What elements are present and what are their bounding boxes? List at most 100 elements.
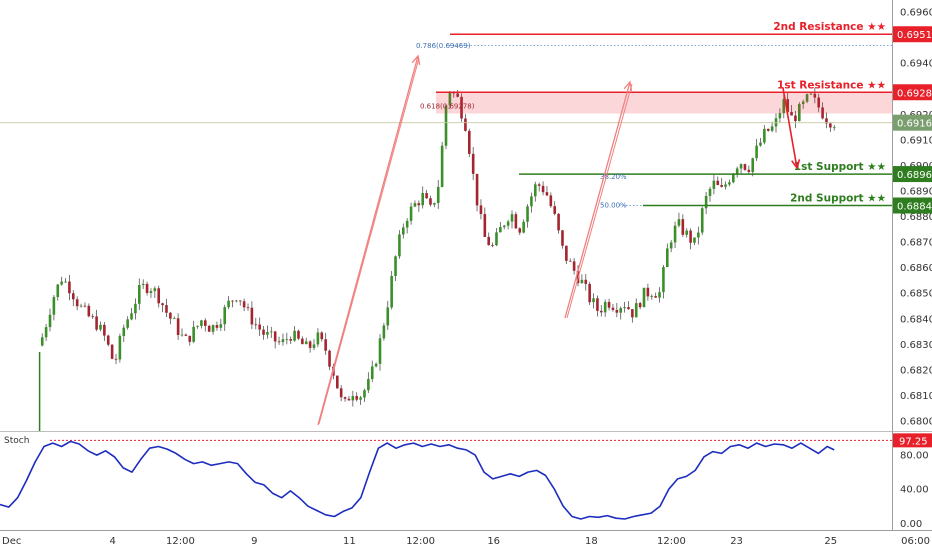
drop-arrow-head (791, 159, 801, 170)
candle-body (83, 305, 87, 307)
candle-body (405, 220, 409, 228)
candle-body (169, 312, 172, 319)
candle-body (254, 324, 258, 326)
candle-body (87, 305, 91, 317)
candle-body (153, 288, 157, 292)
candle-body (584, 279, 588, 284)
2nd-support-price-tag: 0.68843 (897, 202, 932, 213)
candle-body (176, 318, 180, 335)
candle-body (805, 94, 809, 102)
time-tick-label: 12:00 (406, 536, 435, 547)
candle-body (623, 307, 626, 309)
candle-body (246, 307, 250, 309)
candle-body (611, 307, 615, 310)
candle-body (829, 123, 832, 128)
time-tick-label: 12:00 (657, 536, 686, 547)
candle-body (460, 96, 463, 119)
price-axis[interactable]: 0.696000.695000.694000.693000.692000.691… (892, 0, 932, 530)
candle-body (817, 97, 821, 108)
candle-body (809, 93, 813, 95)
candle-body (794, 115, 797, 122)
candle-body (48, 314, 52, 328)
candle-body (250, 307, 254, 325)
candle-body (281, 339, 285, 343)
candle-body (832, 127, 836, 129)
candle-body (634, 303, 638, 318)
rally-arrow-shaft (317, 55, 419, 426)
candle-body (425, 193, 428, 199)
stochastic-series (0, 439, 892, 520)
candle-body (308, 341, 312, 348)
candle-body (110, 344, 114, 359)
candle-body (487, 236, 491, 246)
candle-body (242, 301, 246, 308)
candle-body (273, 331, 277, 342)
candle-body (801, 101, 805, 105)
candle-body (514, 214, 518, 229)
candle-body (813, 93, 817, 98)
candle-body (378, 338, 382, 364)
candle-body (374, 363, 378, 367)
candle-body (401, 227, 405, 235)
candle-body (134, 303, 137, 314)
candle-body (347, 398, 351, 401)
candle-body (631, 309, 634, 318)
candle-body (499, 227, 502, 233)
candle-body (64, 281, 67, 283)
candle-body (289, 339, 293, 341)
drop-arrow-shaft (782, 87, 798, 169)
candle-body (114, 358, 118, 360)
candle-body (825, 118, 828, 124)
candle-body (180, 334, 184, 336)
candle-body (421, 193, 425, 206)
candle-body (184, 334, 188, 336)
candle-body (301, 338, 304, 345)
candle-body (491, 245, 494, 246)
candle-body (658, 292, 661, 298)
stoch-label: Stoch (4, 436, 29, 446)
candle-body (650, 296, 654, 297)
candle-body (238, 300, 242, 302)
candle-body (103, 324, 106, 336)
candle-body (316, 332, 320, 345)
candle-body (367, 379, 370, 391)
price-panel: 2nd Resistance ★★ 1st Resistance ★★ 1st Su… (0, 21, 892, 432)
candle-body (258, 324, 261, 330)
candle-body (642, 287, 646, 308)
candle-body (821, 107, 824, 119)
1st-support-price-tag: 0.68966 (897, 170, 932, 181)
candle-body (475, 173, 479, 206)
candle-body (172, 318, 176, 320)
time-axis[interactable]: Dec 4 12:00 9 11 12:00 16 18 12:00 23 25 06:00 (0, 530, 932, 548)
candle-body (728, 182, 731, 185)
candle-body (293, 330, 296, 341)
1st-support-price-tag-bg (893, 166, 932, 183)
candle-body (665, 248, 669, 268)
candle-body (797, 104, 801, 122)
fib-786-label: 0.786(0.69469) (416, 42, 471, 50)
candle-body (335, 375, 339, 389)
candle-body (266, 332, 269, 335)
candle-body (755, 145, 758, 159)
stoch-overbought-tag: 97.25 (899, 436, 928, 447)
candle-body (708, 188, 712, 196)
candle-body (689, 230, 692, 243)
candle-body (716, 180, 720, 185)
candle-body (297, 330, 300, 339)
candle-body (646, 287, 650, 297)
candle-body (770, 126, 774, 131)
candle-body (394, 256, 397, 277)
candle-body (599, 310, 603, 313)
2nd-resistance-price-tag: 0.69513 (897, 30, 932, 41)
2nd-support-label: 2nd Support ★★ (790, 193, 886, 205)
candle-body (440, 145, 444, 187)
candle-body (409, 206, 413, 221)
candle-body (479, 205, 483, 215)
candle-body (398, 234, 401, 257)
candle-body (122, 327, 126, 337)
candle-body (196, 325, 199, 327)
